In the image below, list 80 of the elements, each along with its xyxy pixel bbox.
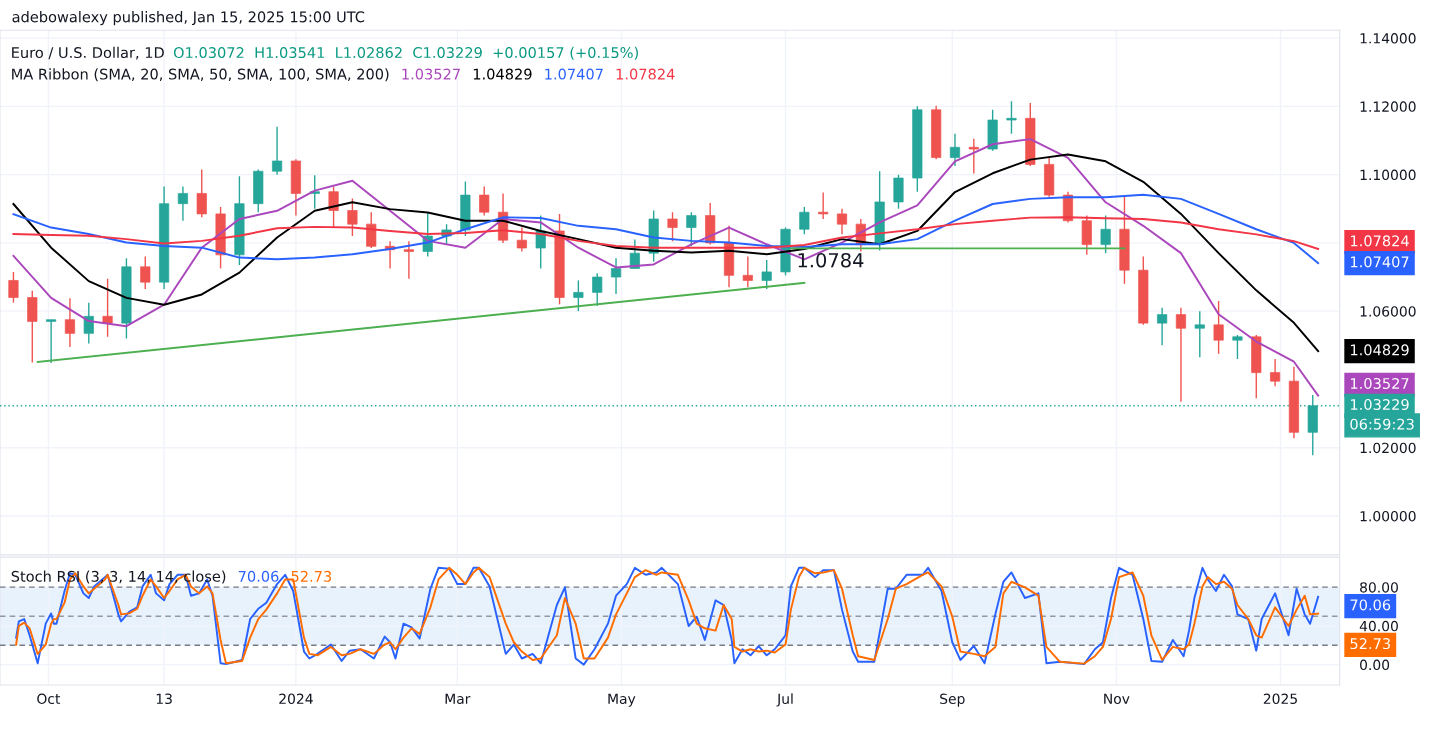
candlestick <box>686 211 697 248</box>
candlestick <box>83 301 94 345</box>
candlestick <box>1006 100 1017 135</box>
annotation: 52.73 <box>1350 638 1390 650</box>
x-tick-label: 2025 <box>1263 693 1297 705</box>
candlestick <box>196 168 207 218</box>
x-tick-label: May <box>608 693 636 707</box>
text: Euro / U.S. Dollar, 1D <box>12 46 164 60</box>
y-tick-label: 1.06000 <box>1360 306 1416 317</box>
text: 70.06 <box>238 570 279 582</box>
y-tick-label: 1.14000 <box>1360 33 1416 44</box>
text: adebowalexy published, Jan 15, 2025 15:00 UTC <box>12 11 365 26</box>
ref-line-label: 1.03229 <box>1350 398 1409 410</box>
x-tick-label: Oct <box>37 693 61 705</box>
y-tick-label: 80.00 <box>1360 582 1398 593</box>
x-tick-label: Nov <box>1104 693 1130 705</box>
candlestick <box>592 272 603 307</box>
candlestick <box>1194 310 1205 358</box>
x-tick-label: Jul <box>776 693 793 707</box>
candlestick <box>366 211 377 249</box>
candlestick <box>1100 214 1111 254</box>
candlestick <box>1175 307 1187 403</box>
candlestick <box>742 255 753 288</box>
candlestick <box>27 289 38 364</box>
candlestick <box>1270 358 1281 387</box>
candlestick <box>403 240 414 280</box>
x-tick-label: 13 <box>156 693 172 705</box>
candlestick <box>667 211 678 242</box>
candlestick <box>1213 300 1224 355</box>
candlestick <box>64 297 75 348</box>
y-tick-label: 1.02000 <box>1360 442 1416 454</box>
candlestick <box>629 238 640 270</box>
annotation: 1.0784 <box>798 252 864 268</box>
candlestick <box>761 259 772 290</box>
candlestick <box>516 226 527 253</box>
y-tick-label: 0.00 <box>1360 659 1390 671</box>
candlestick <box>140 255 151 290</box>
annotation: 1.04829 <box>1350 344 1409 356</box>
x-tick-label: Sep <box>940 693 965 707</box>
y-tick-label: 1.12000 <box>1360 101 1416 112</box>
x-tick-label: 2024 <box>279 693 313 705</box>
text: 1.03527 <box>402 68 460 80</box>
candlestick <box>102 278 113 338</box>
annotation: 70.06 <box>1350 599 1391 611</box>
y-tick-label: 1.10000 <box>1360 169 1416 181</box>
candlestick <box>610 257 622 295</box>
text: 52.73 <box>291 570 332 582</box>
text: 06:59:23 <box>1350 418 1414 430</box>
annotation: 1.07824 <box>1350 235 1409 247</box>
candlestick <box>479 185 490 217</box>
candlestick <box>836 208 848 236</box>
text: 1.07407 <box>545 68 603 80</box>
annotation: 1.07407 <box>1350 256 1409 268</box>
annotation: MA Ribbon (SMA, 20, SMA, 50, SMA, 100, SMA, 200) <box>12 68 389 82</box>
candlestick <box>818 191 829 220</box>
candlestick <box>8 271 19 304</box>
candlestick <box>272 126 283 176</box>
candlestick <box>799 206 810 236</box>
candlestick <box>893 173 904 210</box>
line-series <box>12 138 1320 397</box>
text: 1.07824 <box>616 68 675 80</box>
candlestick <box>347 197 358 237</box>
candlestick <box>949 132 961 167</box>
candlestick <box>1081 214 1092 256</box>
candlestick <box>177 185 188 222</box>
candlestick <box>1232 334 1243 360</box>
candlestick <box>328 185 339 229</box>
annotation: 1.03527 <box>1350 377 1409 389</box>
candlestick <box>1157 307 1168 347</box>
text: 1.04829 <box>473 68 532 80</box>
candlestick <box>309 174 320 210</box>
candlestick <box>968 138 979 175</box>
annotation: O1.03072 H1.03541 L1.02862 C1.03229 +0.00157 (+0.15%) <box>173 46 638 60</box>
line-series <box>12 216 1320 250</box>
y-tick-label: 40.00 <box>1359 620 1398 632</box>
candlestick <box>46 319 57 364</box>
x-tick-label: Mar <box>445 693 471 705</box>
line-series <box>12 153 1320 353</box>
y-tick-label: 1.00000 <box>1360 510 1416 522</box>
candlestick <box>573 279 584 312</box>
